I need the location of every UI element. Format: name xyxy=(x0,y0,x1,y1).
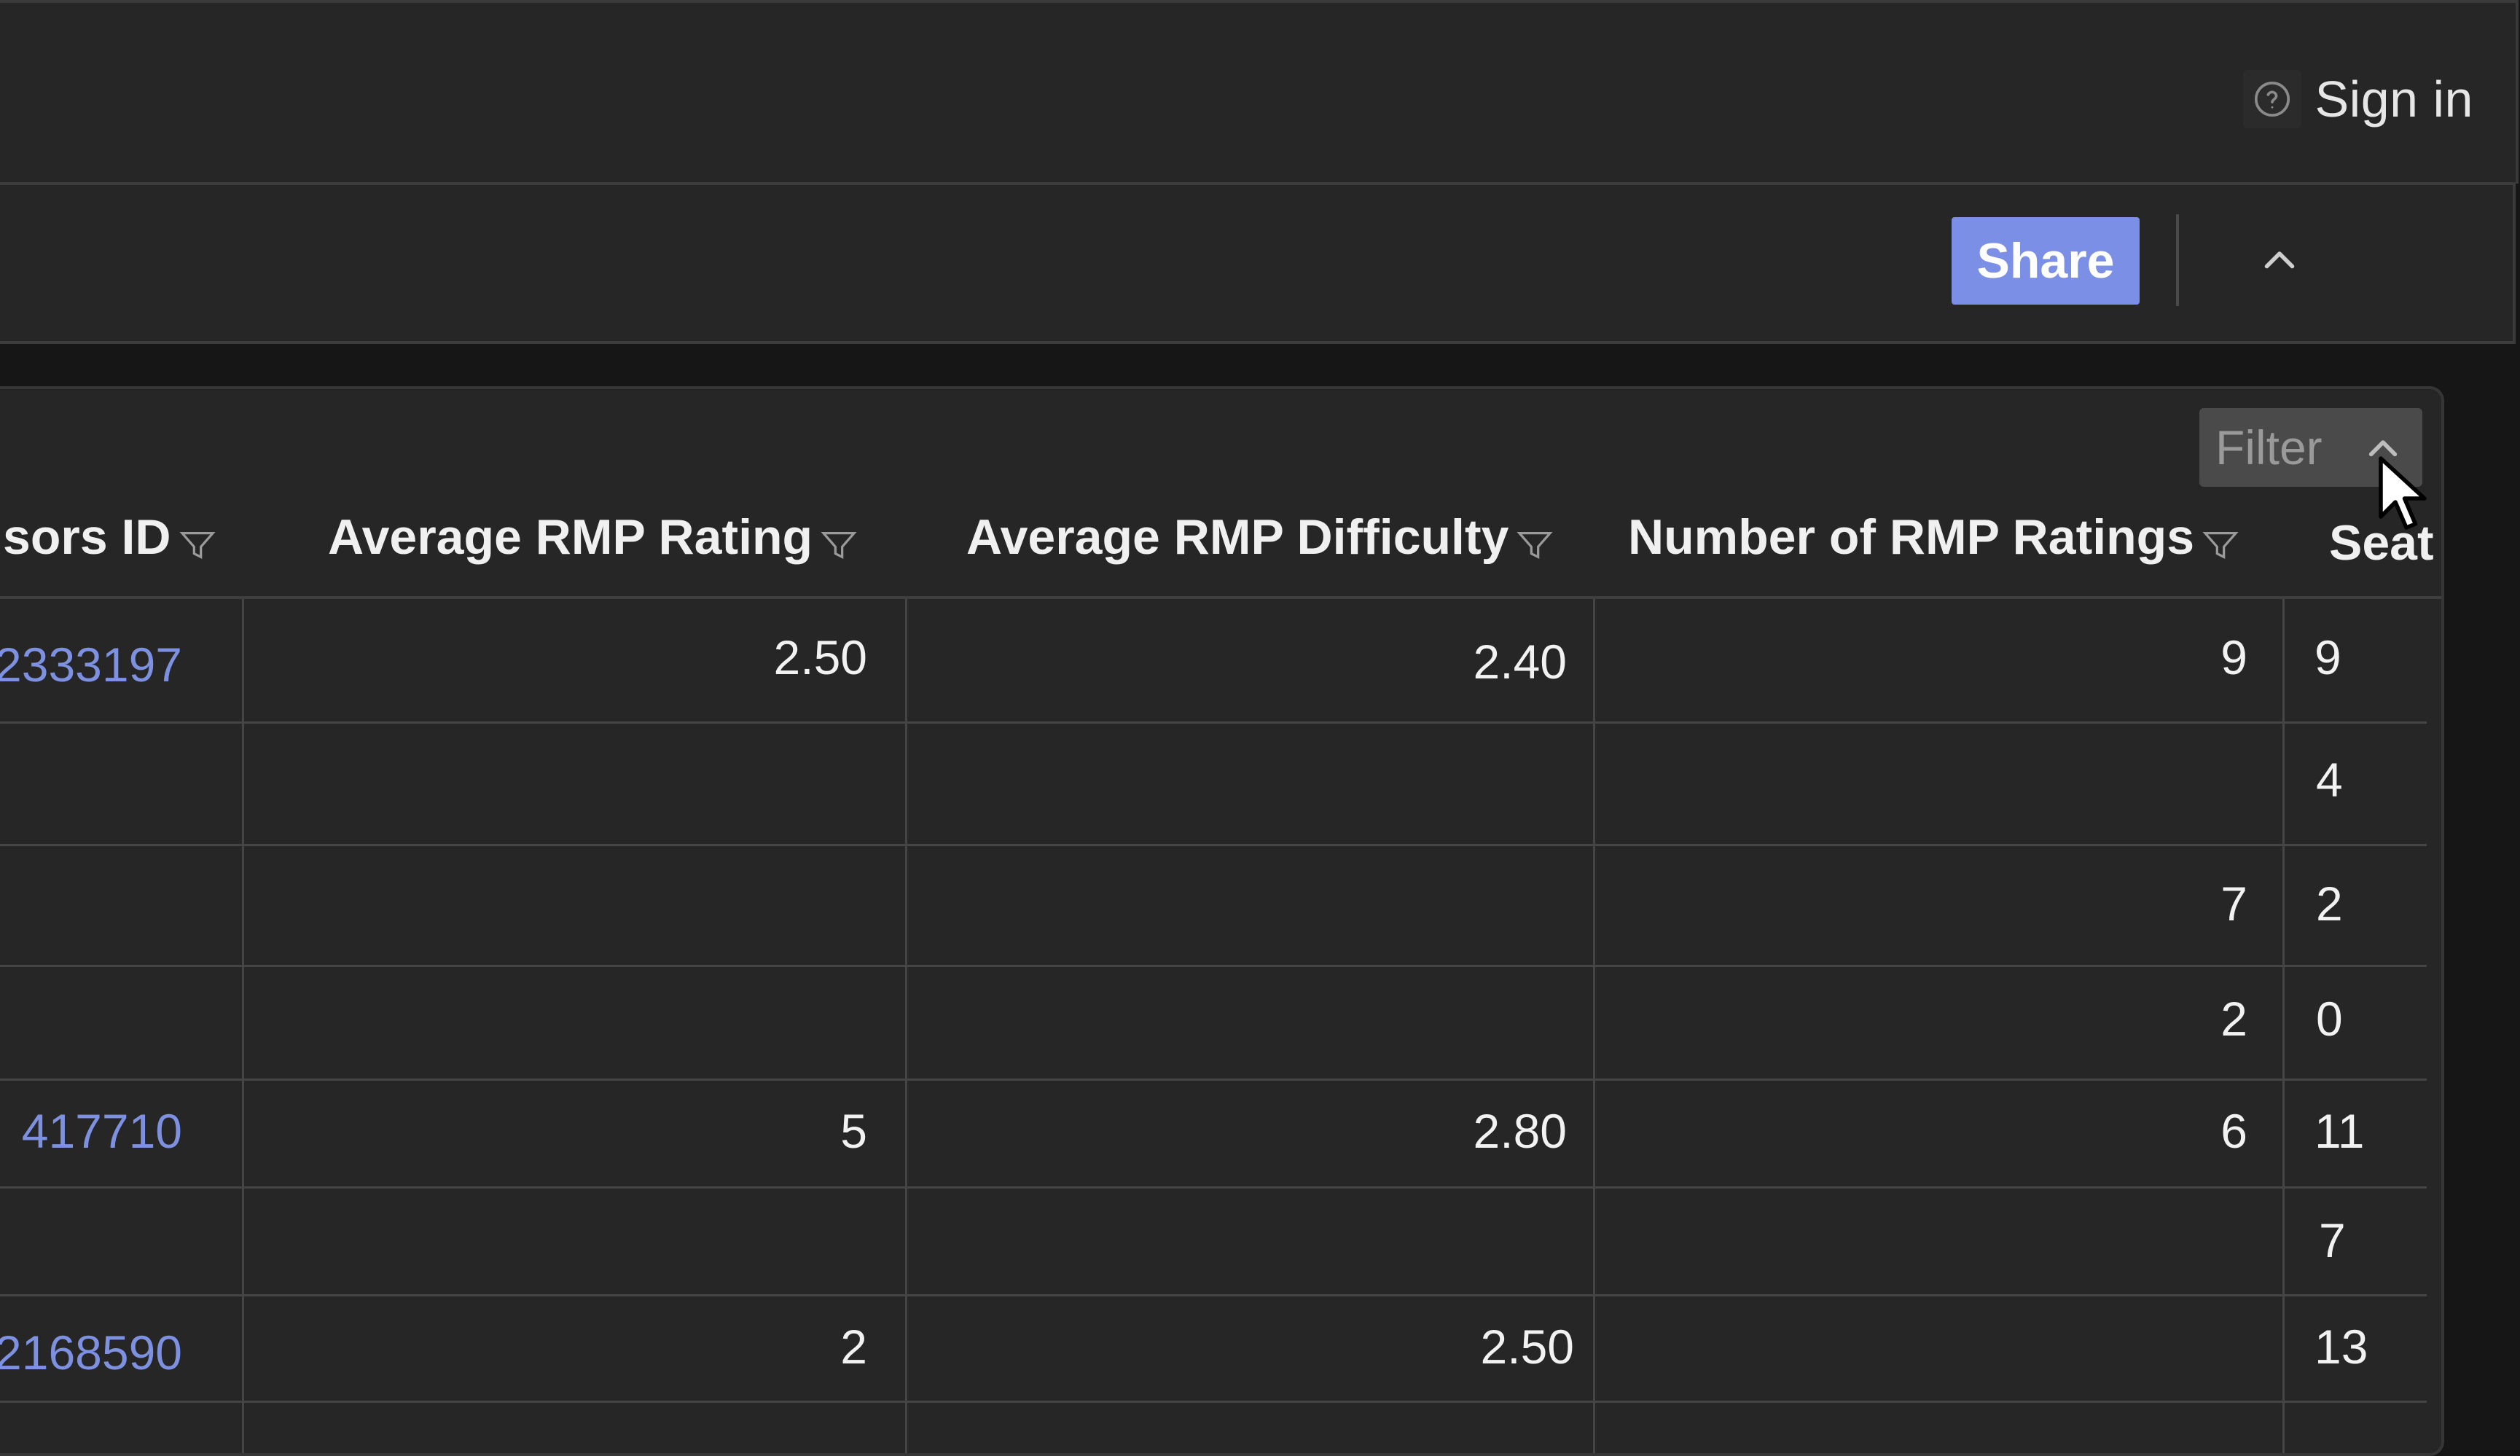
rating-cell: 5 xyxy=(840,1104,867,1158)
toolbar-divider xyxy=(2176,214,2179,306)
row-divider xyxy=(0,965,2427,967)
seats-cell: 13 xyxy=(2314,1320,2368,1374)
rating-cell: 2 xyxy=(840,1320,867,1374)
column-header-label: sors ID xyxy=(3,509,171,565)
chevron-up-icon xyxy=(2368,440,2398,457)
seats-cell: 9 xyxy=(2314,630,2341,684)
column-header-number-of-rmp-ratings[interactable]: Number of RMP Ratings xyxy=(1628,497,2241,577)
seats-cell: 4 xyxy=(2316,753,2343,807)
column-header-label: Number of RMP Ratings xyxy=(1628,509,2195,565)
column-header-average-rmp-difficulty[interactable]: Average RMP Difficulty xyxy=(966,497,1555,577)
chevron-up-icon xyxy=(2264,251,2295,269)
num-ratings-cell: 9 xyxy=(2220,630,2247,684)
professor-id-link[interactable]: 2168590 xyxy=(0,1326,182,1379)
seats-cell: 0 xyxy=(2316,992,2343,1046)
seats-cell: 7 xyxy=(2319,1213,2346,1267)
row-divider xyxy=(0,721,2427,724)
rating-cell: 2.50 xyxy=(773,630,867,684)
funnel-icon[interactable] xyxy=(1514,525,1555,565)
header-divider xyxy=(0,596,2441,599)
top-bar: Sign in xyxy=(0,0,2519,184)
column-header-professors-id[interactable]: sors ID xyxy=(3,497,218,577)
row-divider xyxy=(0,1186,2427,1189)
seats-cell: 2 xyxy=(2316,877,2343,931)
funnel-icon[interactable] xyxy=(818,525,859,565)
column-header-average-rmp-rating[interactable]: Average RMP Rating xyxy=(328,497,859,577)
column-divider xyxy=(2282,599,2285,1453)
difficulty-cell: 2.50 xyxy=(1480,1320,1574,1374)
column-header-label: Average RMP Rating xyxy=(328,509,813,565)
professor-id-link[interactable]: 417710 xyxy=(21,1104,182,1158)
collapse-button[interactable] xyxy=(2236,217,2323,305)
professor-id-link[interactable]: 2333197 xyxy=(0,638,182,692)
num-ratings-cell: 6 xyxy=(2220,1104,2247,1158)
column-divider xyxy=(1593,599,1595,1453)
mouse-cursor-icon xyxy=(2379,456,2427,530)
column-divider xyxy=(905,599,907,1453)
sign-in-area[interactable]: Sign in xyxy=(2243,70,2473,128)
num-ratings-cell: 7 xyxy=(2220,877,2247,931)
row-divider xyxy=(0,1401,2427,1403)
row-divider xyxy=(0,844,2427,846)
seats-cell: 11 xyxy=(2314,1104,2365,1158)
difficulty-cell: 2.80 xyxy=(1473,1104,1567,1158)
toolbar: Share xyxy=(0,182,2516,344)
funnel-icon[interactable] xyxy=(177,525,218,565)
row-divider xyxy=(0,1079,2427,1081)
sign-in-link[interactable]: Sign in xyxy=(2314,71,2473,128)
row-divider xyxy=(0,1294,2427,1296)
column-divider xyxy=(242,599,244,1453)
num-ratings-cell: 2 xyxy=(2220,992,2247,1046)
share-button[interactable]: Share xyxy=(1952,217,2140,305)
filter-label: Filter xyxy=(2215,420,2323,474)
filter-button[interactable]: Filter xyxy=(2199,408,2422,487)
column-header-label: Average RMP Difficulty xyxy=(966,509,1509,565)
question-circle-icon[interactable] xyxy=(2243,70,2302,128)
funnel-icon[interactable] xyxy=(2200,525,2241,565)
table-panel: Filter sors ID Average RMP Rating Averag… xyxy=(0,386,2444,1456)
difficulty-cell: 2.40 xyxy=(1473,635,1567,689)
